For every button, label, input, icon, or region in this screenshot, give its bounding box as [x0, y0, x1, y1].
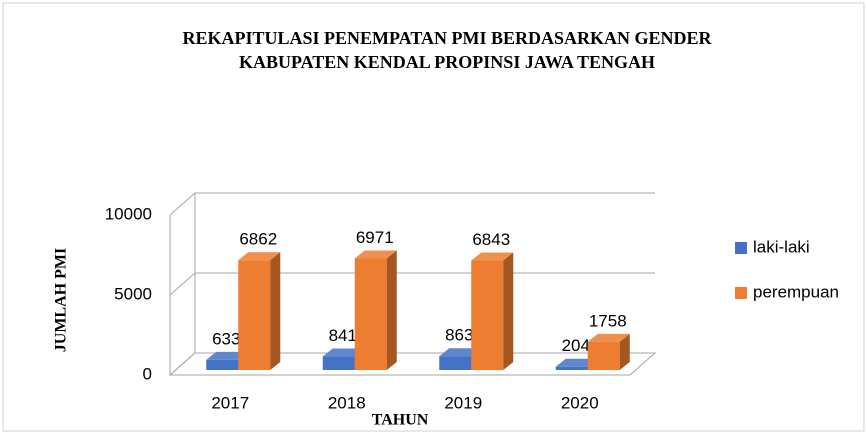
- bar-top: [238, 252, 281, 261]
- bar-top: [439, 348, 482, 357]
- bar-side-shade: [503, 252, 514, 370]
- legend-swatch: [735, 287, 747, 299]
- chart-title: KABUPATEN KENDAL PROPINSI JAWA TENGAH: [239, 52, 655, 72]
- x-tick-label: 2019: [444, 393, 482, 412]
- bar-side: [503, 252, 514, 370]
- bar-front: [206, 359, 239, 370]
- data-label: 633: [212, 329, 240, 348]
- y-tick-label: 10000: [105, 204, 152, 223]
- data-label: 6862: [239, 230, 277, 249]
- bar-front: [555, 366, 588, 370]
- bar-front: [238, 260, 271, 370]
- bar-top: [555, 358, 598, 367]
- bar-top-shade: [471, 252, 514, 261]
- bar-front: [439, 356, 472, 370]
- grid-line: [169, 192, 655, 216]
- bar-side: [619, 333, 630, 370]
- legend-label: laki-laki: [753, 237, 810, 256]
- data-label: 6843: [472, 230, 510, 249]
- bar-top-shade: [238, 252, 281, 261]
- x-tick-label: 2018: [328, 393, 366, 412]
- bar-top-shade: [439, 348, 482, 357]
- bar-side: [270, 252, 281, 370]
- bar-top: [587, 333, 630, 342]
- data-label: 841: [329, 326, 357, 345]
- legend-swatch: [735, 242, 747, 254]
- chart-title: REKAPITULASI PENEMPATAN PMI BERDASARKAN …: [182, 28, 712, 48]
- bar-side-shade: [619, 333, 630, 370]
- y-tick-label: 5000: [114, 284, 152, 303]
- bar-top: [354, 250, 397, 259]
- bar-top: [322, 348, 365, 357]
- data-label: 863: [445, 326, 473, 345]
- bar: [354, 250, 397, 370]
- chart-border: [2, 2, 865, 432]
- y-tick-label: 0: [143, 364, 152, 383]
- x-tick-label: 2017: [211, 393, 249, 412]
- bar-top-shade: [322, 348, 365, 357]
- bar-top-shade: [354, 250, 397, 259]
- bar-top: [471, 252, 514, 261]
- bar: [587, 333, 630, 370]
- bar-side: [386, 250, 397, 370]
- bar-front: [587, 341, 620, 370]
- bar-front: [354, 258, 387, 370]
- bar-front: [322, 356, 355, 370]
- bar-side-shade: [270, 252, 281, 370]
- bar-front: [471, 260, 504, 370]
- data-label: 6971: [356, 228, 394, 247]
- bar-side-shade: [386, 250, 397, 370]
- legend-label: perempuan: [753, 282, 839, 301]
- y-axis-label: JUMLAH PMI: [53, 248, 70, 352]
- x-tick-label: 2020: [561, 393, 599, 412]
- data-label: 1758: [589, 311, 627, 330]
- bar-top-shade: [555, 358, 598, 367]
- bar: [471, 252, 514, 370]
- bar-top-shade: [206, 351, 249, 360]
- bar-top: [206, 351, 249, 360]
- x-axis-label: TAHUN: [372, 412, 429, 429]
- data-label: 204: [562, 336, 590, 355]
- bar: [238, 252, 281, 370]
- bar-top-shade: [587, 333, 630, 342]
